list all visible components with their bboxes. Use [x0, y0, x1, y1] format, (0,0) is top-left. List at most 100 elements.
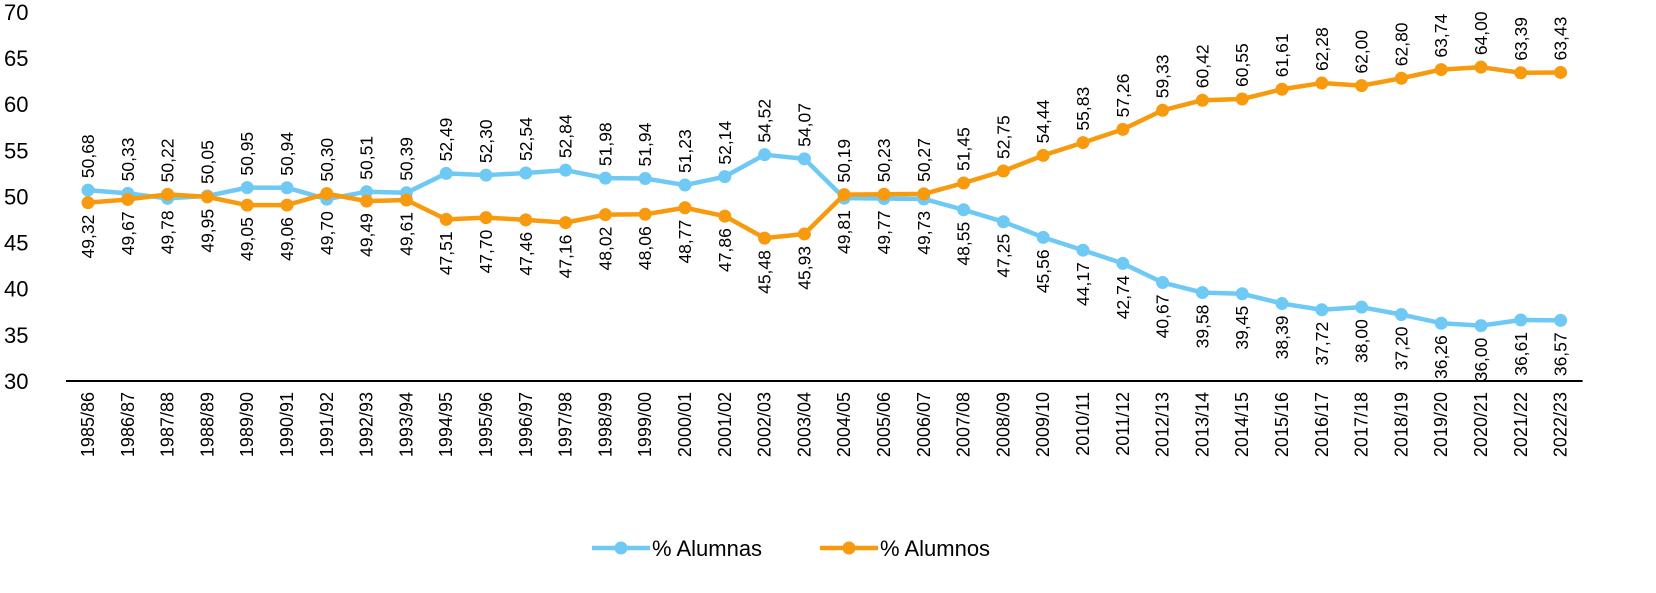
legend-marker-icon: [842, 541, 856, 555]
data-label: 54,07: [794, 103, 814, 147]
data-point: [1116, 256, 1130, 270]
x-tick-label: 2007/08: [954, 392, 974, 457]
data-point: [718, 170, 732, 184]
data-label: 37,20: [1391, 326, 1411, 370]
data-label: 49,67: [118, 211, 138, 255]
data-point: [1554, 65, 1568, 79]
y-axis: 30 35 40 45 50 55 60 65 70: [4, 0, 28, 394]
data-label: 50,51: [357, 136, 377, 180]
data-point: [1195, 93, 1209, 107]
data-label: 59,33: [1153, 54, 1173, 98]
x-tick-label: 2008/09: [993, 392, 1013, 457]
data-label: 52,14: [715, 121, 735, 165]
y-tick-label: 60: [4, 92, 28, 117]
data-point: [837, 188, 851, 202]
data-label: 39,58: [1192, 305, 1212, 349]
data-point: [1514, 313, 1528, 327]
data-label: 44,17: [1073, 262, 1093, 306]
data-point: [479, 168, 493, 182]
data-point: [360, 185, 374, 199]
x-tick-label: 2016/17: [1312, 392, 1332, 457]
data-label: 60,55: [1232, 43, 1252, 87]
data-label: 49,95: [197, 209, 217, 253]
data-point: [1076, 243, 1090, 257]
x-tick-label: 2000/01: [675, 392, 695, 457]
data-point: [996, 164, 1010, 178]
data-label: 45,48: [755, 250, 775, 294]
data-point: [479, 211, 493, 225]
data-label: 52,84: [556, 114, 576, 158]
series-alumnas: [81, 148, 1568, 333]
x-tick-label: 2004/05: [834, 392, 854, 457]
data-label: 48,77: [675, 220, 695, 264]
legend-label: % Alumnas: [652, 536, 762, 561]
data-label: 50,22: [158, 139, 178, 183]
data-point: [1195, 286, 1209, 300]
y-tick-label: 55: [4, 138, 28, 163]
data-label: 50,23: [874, 138, 894, 182]
x-tick-label: 2001/02: [715, 392, 735, 457]
x-tick-label: 2003/04: [794, 392, 814, 457]
data-point: [439, 166, 453, 180]
x-tick-label: 2017/18: [1352, 392, 1372, 457]
data-label: 49,06: [277, 217, 297, 261]
series-layer: [81, 60, 1568, 333]
x-tick-label: 2021/22: [1511, 392, 1531, 457]
data-point: [280, 198, 294, 212]
data-point: [399, 193, 413, 207]
data-point: [320, 187, 334, 201]
data-label: 49,77: [874, 211, 894, 255]
x-tick-label: 1997/98: [556, 392, 576, 457]
data-point: [957, 203, 971, 217]
data-label: 42,74: [1113, 275, 1133, 319]
data-label: 36,57: [1551, 332, 1571, 376]
data-label: 39,45: [1232, 306, 1252, 350]
data-point: [1434, 316, 1448, 330]
data-label: 51,45: [954, 127, 974, 171]
data-label: 47,16: [556, 235, 576, 279]
x-tick-label: 1986/87: [118, 392, 138, 457]
data-label: 63,74: [1431, 14, 1451, 58]
x-tick-label: 2018/19: [1391, 392, 1411, 457]
data-point: [1235, 92, 1249, 106]
data-point: [1474, 319, 1488, 333]
data-label: 52,30: [476, 119, 496, 163]
data-label: 62,28: [1312, 27, 1332, 71]
data-label: 49,05: [237, 217, 257, 261]
x-tick-label: 2005/06: [874, 392, 894, 457]
data-point: [638, 171, 652, 185]
data-point: [718, 209, 732, 223]
data-label: 45,93: [794, 246, 814, 290]
data-label: 62,00: [1352, 30, 1372, 74]
x-tick-label: 1999/00: [635, 392, 655, 457]
y-tick-label: 35: [4, 323, 28, 348]
data-point: [81, 196, 95, 210]
data-point: [1156, 103, 1170, 117]
data-label: 52,75: [993, 115, 1013, 159]
data-label: 51,23: [675, 129, 695, 173]
x-tick-label: 1988/89: [197, 392, 217, 457]
data-label: 49,73: [914, 211, 934, 255]
data-point: [877, 187, 891, 201]
series-line: [87, 64, 1561, 241]
data-label: 54,44: [1033, 99, 1053, 143]
data-label: 50,33: [118, 138, 138, 182]
y-tick-label: 50: [4, 184, 28, 209]
legend-marker-icon: [614, 541, 628, 555]
data-point: [439, 212, 453, 226]
y-tick-label: 40: [4, 277, 28, 302]
x-tick-label: 1998/99: [595, 392, 615, 457]
data-label: 50,39: [396, 137, 416, 181]
x-tick-label: 1994/95: [436, 392, 456, 457]
data-label: 49,81: [834, 210, 854, 254]
data-labels: 50,68 50,33 49,78 50,05 50,95 50,94 49,70 50,51…: [78, 11, 1571, 381]
data-label: 50,27: [914, 138, 934, 182]
data-point: [1116, 122, 1130, 136]
data-label: 60,42: [1192, 44, 1212, 88]
data-label: 63,39: [1511, 17, 1531, 61]
data-label: 38,39: [1272, 316, 1292, 360]
data-point: [559, 216, 573, 230]
x-tick-label: 2012/13: [1153, 392, 1173, 457]
data-point: [758, 148, 772, 162]
data-point: [1434, 63, 1448, 77]
